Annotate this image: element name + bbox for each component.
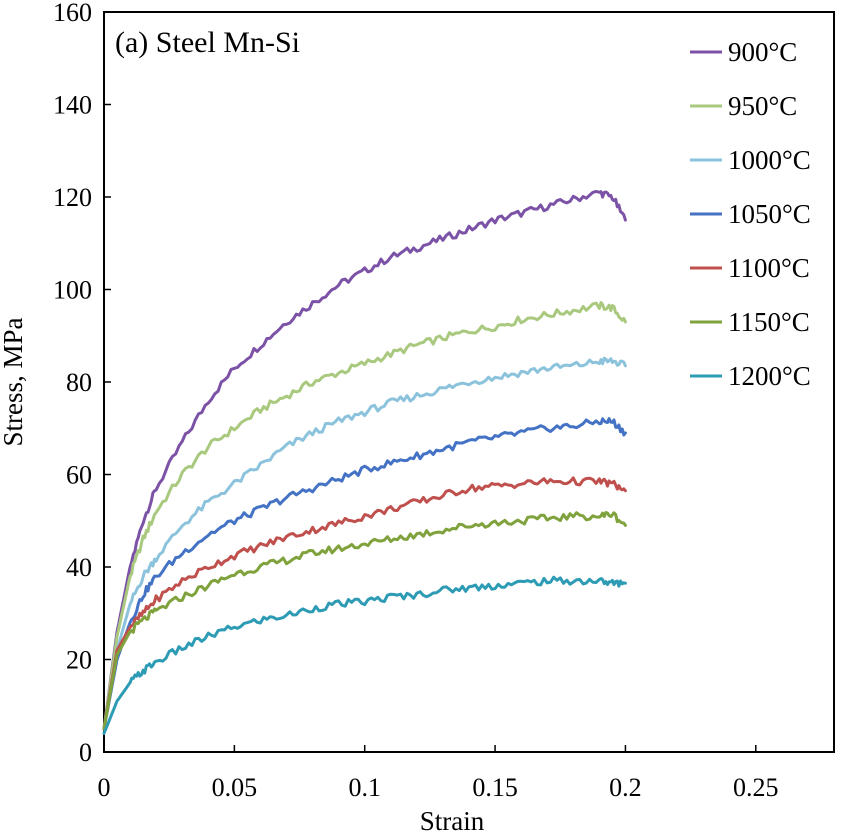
series-line — [102, 301, 627, 731]
series-line — [102, 417, 627, 731]
legend: 900°C 950°C 1000°C 1050°C 1100°C 1150°C 1200°C — [690, 37, 811, 391]
series-line — [102, 476, 627, 731]
legend-label: 900°C — [728, 37, 797, 67]
y-tick-label: 140 — [53, 91, 92, 120]
series-line — [102, 189, 627, 731]
legend-label: 1150°C — [728, 307, 810, 337]
series-line — [102, 356, 627, 731]
legend-label: 1050°C — [728, 199, 811, 229]
x-tick-label: 0.25 — [733, 773, 779, 802]
x-tick-label: 0 — [98, 773, 111, 802]
x-tick-label: 0.15 — [472, 773, 518, 802]
x-axis-ticks: 0 0.05 0.1 0.15 0.2 0.25 — [98, 745, 779, 802]
series-line — [102, 511, 627, 731]
legend-label: 1100°C — [728, 253, 810, 283]
x-tick-label: 0.2 — [609, 773, 642, 802]
y-axis-ticks: 0 20 40 60 80 100 120 140 160 — [53, 0, 111, 767]
series-layer — [102, 189, 627, 735]
y-tick-label: 60 — [66, 461, 92, 490]
x-axis-title: Strain — [420, 806, 485, 834]
y-tick-label: 160 — [53, 0, 92, 27]
x-tick-label: 0.1 — [348, 773, 381, 802]
y-tick-label: 80 — [66, 368, 92, 397]
chart-title: (a) Steel Mn-Si — [115, 26, 300, 59]
y-tick-label: 20 — [66, 646, 92, 675]
legend-label: 1200°C — [728, 361, 811, 391]
y-tick-label: 100 — [53, 276, 92, 305]
y-tick-label: 40 — [66, 553, 92, 582]
legend-label: 950°C — [728, 91, 797, 121]
y-axis-title: Stress, MPa — [0, 317, 28, 446]
y-tick-label: 0 — [79, 738, 92, 767]
y-tick-label: 120 — [53, 183, 92, 212]
series-line — [102, 575, 627, 735]
x-tick-label: 0.05 — [212, 773, 258, 802]
legend-label: 1000°C — [728, 145, 811, 175]
